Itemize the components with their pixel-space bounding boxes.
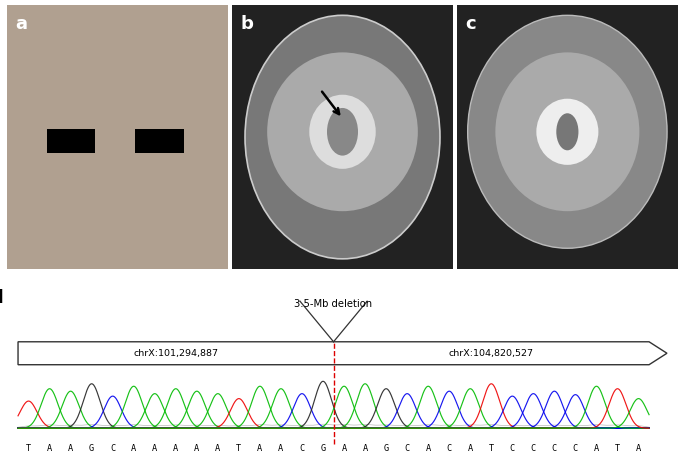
- Text: T: T: [488, 444, 494, 453]
- Text: T: T: [236, 444, 242, 453]
- Text: A: A: [425, 444, 431, 453]
- Text: A: A: [195, 444, 199, 453]
- Ellipse shape: [495, 53, 639, 211]
- Text: C: C: [405, 444, 410, 453]
- Ellipse shape: [267, 53, 418, 211]
- Text: A: A: [215, 444, 221, 453]
- Text: A: A: [278, 444, 284, 453]
- Ellipse shape: [327, 108, 358, 156]
- Text: A: A: [362, 444, 368, 453]
- Bar: [136, 129, 184, 153]
- Text: T: T: [26, 444, 32, 453]
- Bar: [47, 129, 95, 153]
- Text: 3.5-Mb deletion: 3.5-Mb deletion: [295, 298, 373, 308]
- Text: C: C: [552, 444, 557, 453]
- Text: A: A: [152, 444, 158, 453]
- Ellipse shape: [556, 113, 578, 150]
- Text: A: A: [258, 444, 262, 453]
- Text: C: C: [531, 444, 536, 453]
- Text: a: a: [16, 15, 27, 33]
- Text: b: b: [240, 15, 253, 33]
- Text: A: A: [173, 444, 178, 453]
- Polygon shape: [18, 342, 667, 365]
- Text: C: C: [510, 444, 515, 453]
- Text: d: d: [0, 289, 3, 307]
- Text: C: C: [573, 444, 578, 453]
- Text: A: A: [636, 444, 641, 453]
- Text: G: G: [321, 444, 325, 453]
- Text: c: c: [466, 15, 476, 33]
- Text: A: A: [468, 444, 473, 453]
- Text: C: C: [299, 444, 305, 453]
- Text: G: G: [89, 444, 95, 453]
- Text: A: A: [131, 444, 136, 453]
- Text: G: G: [384, 444, 389, 453]
- Text: A: A: [68, 444, 73, 453]
- Text: T: T: [615, 444, 620, 453]
- Text: chrX:104,820,527: chrX:104,820,527: [449, 349, 534, 358]
- Ellipse shape: [245, 15, 440, 259]
- Ellipse shape: [468, 15, 667, 248]
- Text: A: A: [341, 444, 347, 453]
- Text: C: C: [447, 444, 452, 453]
- Ellipse shape: [309, 95, 376, 169]
- Text: chrX:101,294,887: chrX:101,294,887: [134, 349, 219, 358]
- Text: C: C: [110, 444, 115, 453]
- Ellipse shape: [536, 99, 599, 165]
- Text: A: A: [47, 444, 52, 453]
- Text: A: A: [594, 444, 599, 453]
